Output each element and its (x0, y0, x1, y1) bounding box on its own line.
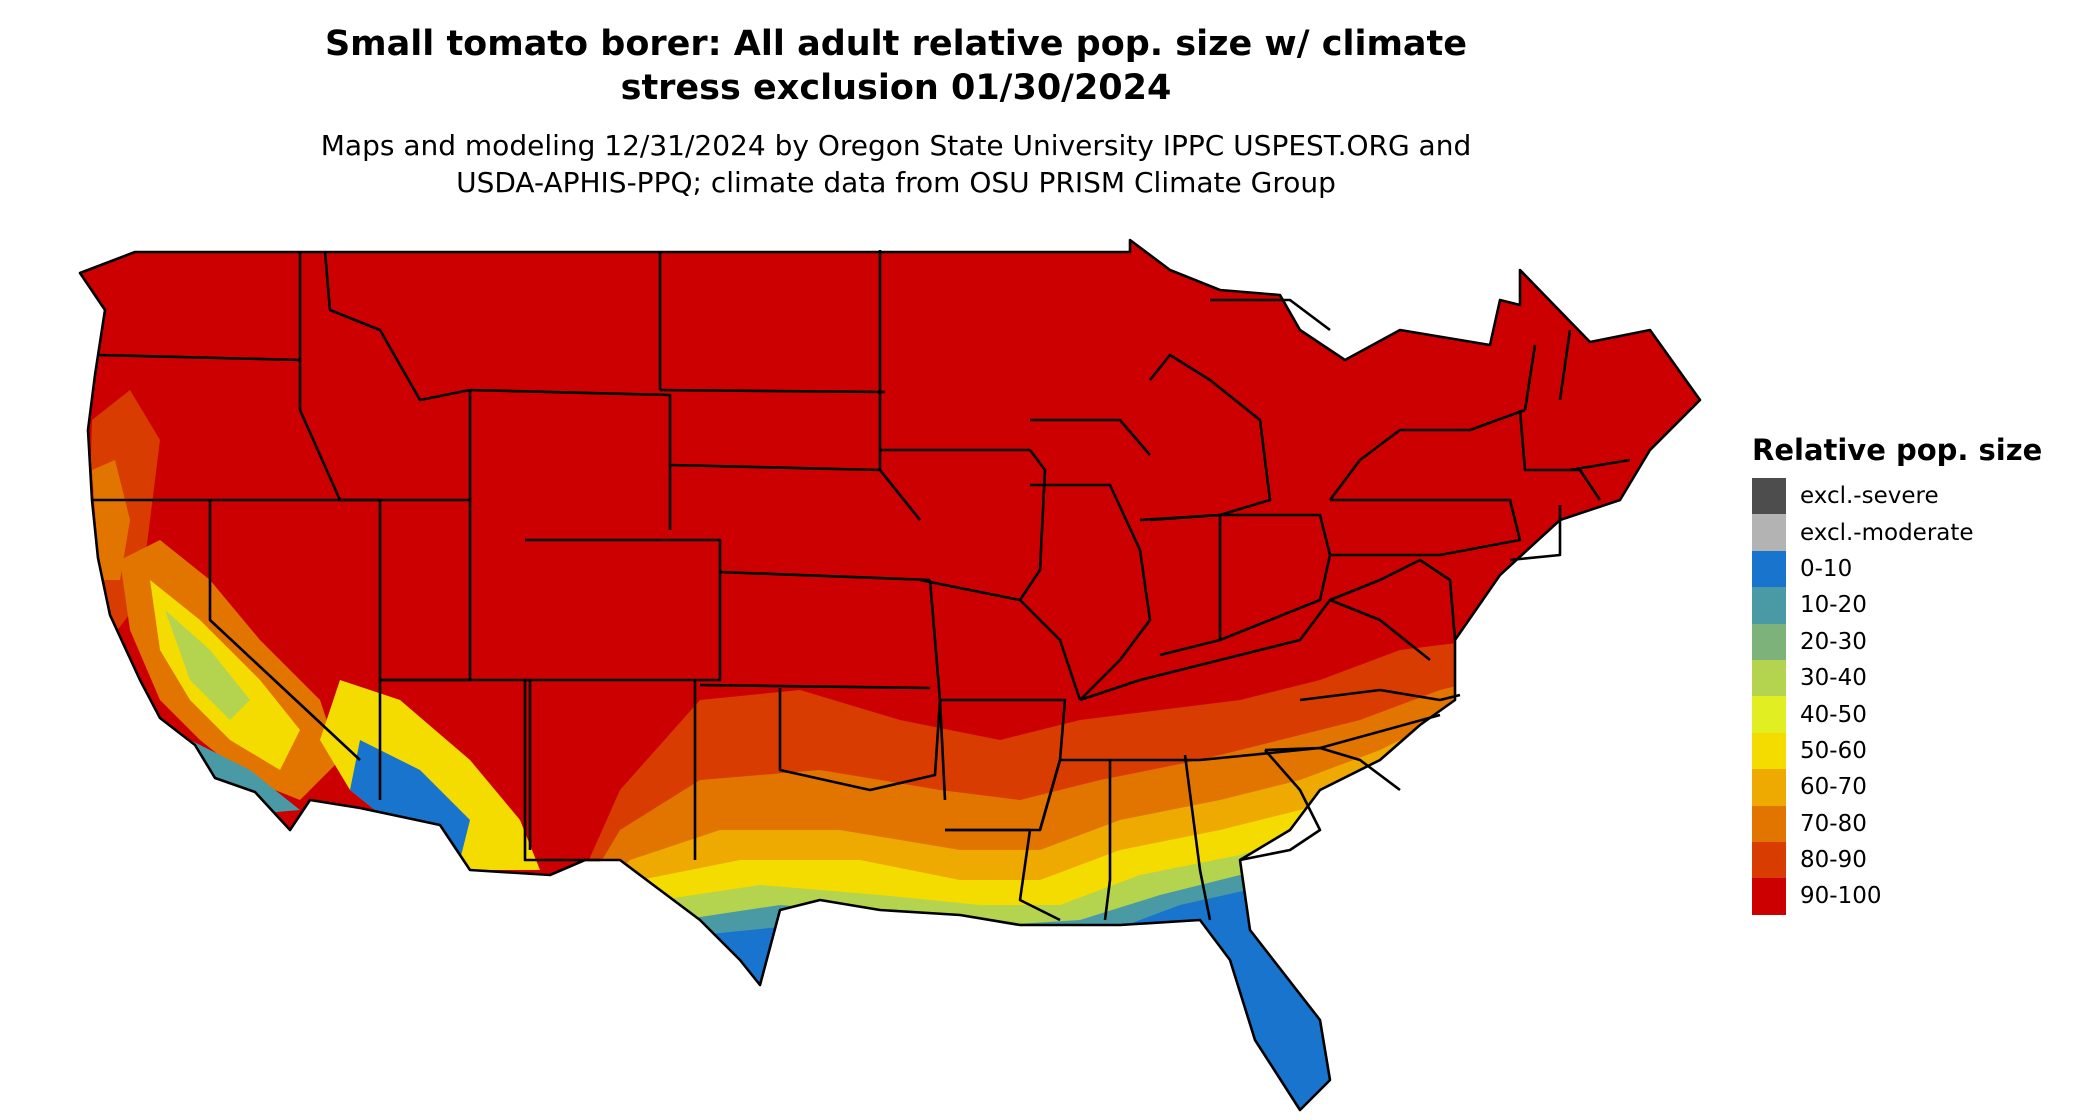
legend-swatch (1752, 696, 1786, 733)
map-subtitle-line-1: Maps and modeling 12/31/2024 by Oregon S… (320, 129, 1472, 162)
legend-swatch (1752, 841, 1786, 879)
legend-swatch (1752, 514, 1786, 551)
legend-label: 30-40 (1800, 665, 1867, 692)
legend-item: excl.-severe (1752, 478, 2042, 515)
legend-swatch (1752, 805, 1786, 842)
legend-item: 90-100 (1752, 878, 2042, 915)
map-title-line-2: stress exclusion 01/30/2024 (620, 68, 1172, 108)
legend-label: excl.-moderate (1800, 519, 1974, 546)
legend-item: 70-80 (1752, 805, 2042, 842)
legend-item: 10-20 (1752, 587, 2042, 624)
state-borders (78, 238, 1702, 1112)
legend-swatch (1752, 659, 1786, 697)
map-legend: Relative pop. size excl.-severe excl.-mod… (1752, 432, 2042, 915)
legend-swatch (1752, 769, 1786, 806)
map-subtitle: Maps and modeling 12/31/2024 by Oregon S… (0, 127, 1792, 201)
legend-label: 70-80 (1800, 810, 1867, 837)
legend-item: 80-90 (1752, 841, 2042, 879)
legend-label: 10-20 (1800, 592, 1867, 619)
legend-label: 0-10 (1800, 555, 1853, 582)
legend-label: 40-50 (1800, 701, 1867, 728)
legend-item: 50-60 (1752, 732, 2042, 770)
legend-item: 30-40 (1752, 659, 2042, 697)
legend-item: excl.-moderate (1752, 514, 2042, 551)
choropleth-layer (80, 240, 1700, 1110)
legend-swatch (1752, 878, 1786, 915)
legend-label: 50-60 (1800, 737, 1867, 764)
legend-items: excl.-severe excl.-moderate 0-10 10-20 20-30… (1752, 478, 2042, 915)
legend-item: 0-10 (1752, 550, 2042, 588)
legend-swatch (1752, 732, 1786, 770)
map-title-line-1: Small tomato borer: All adult relative p… (324, 24, 1468, 64)
legend-item: 60-70 (1752, 769, 2042, 806)
legend-label: excl.-severe (1800, 483, 1939, 510)
legend-item: 40-50 (1752, 696, 2042, 733)
legend-label: 90-100 (1800, 883, 1882, 910)
map-title: Small tomato borer: All adult relative p… (0, 22, 1792, 110)
legend-swatch (1752, 550, 1786, 588)
legend-swatch (1752, 587, 1786, 624)
legend-label: 80-90 (1800, 847, 1867, 874)
legend-item: 20-30 (1752, 623, 2042, 660)
legend-title: Relative pop. size (1752, 433, 2043, 467)
legend-label: 60-70 (1800, 774, 1867, 801)
legend-label: 20-30 (1800, 628, 1867, 655)
legend-swatch (1752, 623, 1786, 660)
legend-swatch (1752, 478, 1786, 515)
map-subtitle-line-2: USDA-APHIS-PPQ; climate data from OSU PR… (456, 166, 1336, 199)
